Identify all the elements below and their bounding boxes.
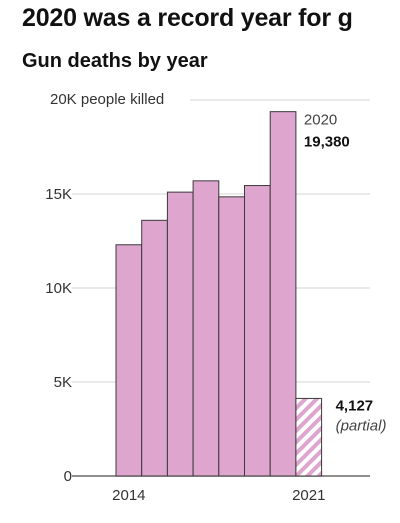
bar	[218, 196, 246, 477]
y-tick-label: 10K	[45, 280, 72, 297]
bar	[141, 219, 168, 477]
x-tick-label: 2021	[292, 487, 325, 504]
headline: 2020 was a record year for g	[22, 4, 353, 32]
bar	[269, 111, 297, 477]
annotation-line1: 2020	[304, 112, 337, 129]
y-tick-label: 0	[64, 468, 72, 485]
annotation-line1: 4,127	[336, 397, 374, 414]
x-tick-label: 2014	[112, 487, 145, 504]
x-axis-ticks: 2014 2021	[112, 487, 325, 504]
y-tick-label: 20K people killed	[50, 91, 164, 108]
chart-title: Gun deaths by year	[22, 50, 208, 72]
annotation-line2: 19,380	[304, 134, 350, 151]
bar	[166, 191, 194, 477]
y-tick-label: 5K	[54, 374, 72, 391]
y-tick-label: 15K	[45, 186, 72, 203]
annotation-line2: (partial)	[336, 417, 387, 434]
bar-partial	[295, 397, 323, 477]
y-axis-ticks: 0 5K 10K 15K 20K people killed	[45, 91, 164, 485]
bars	[115, 111, 323, 477]
bar	[192, 180, 220, 477]
bar	[115, 244, 143, 477]
bar	[244, 185, 271, 477]
annotations: 2020 19,380 4,127 (partial)	[304, 112, 387, 435]
